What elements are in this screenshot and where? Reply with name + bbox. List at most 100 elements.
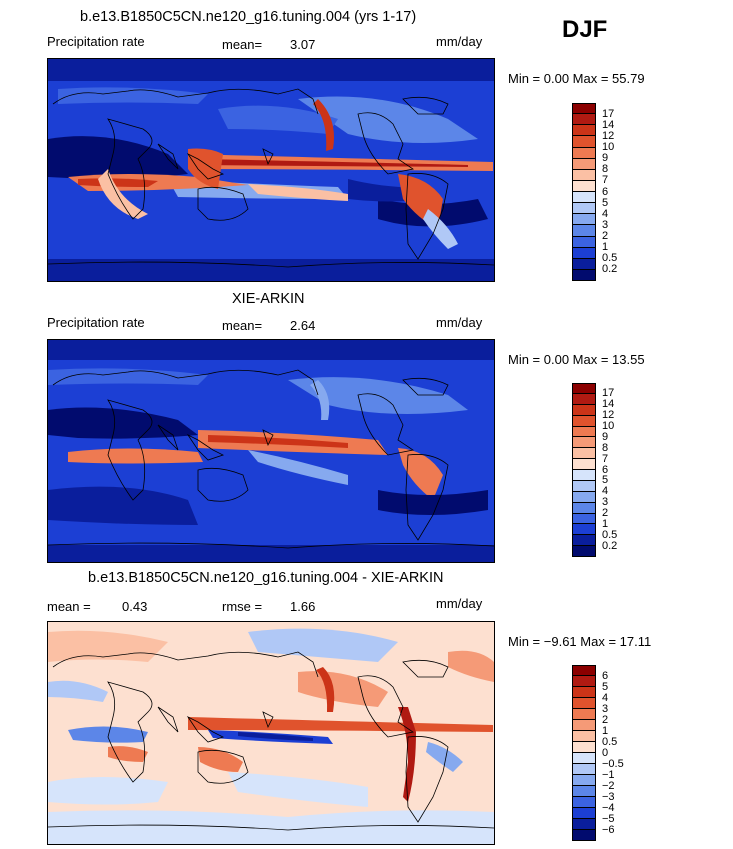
panel-2-mean-label: mean= [222,318,263,333]
colorbar-level-label: −2 [602,779,615,792]
colorbar-swatch [572,808,596,819]
colorbar-swatch [572,742,596,753]
colorbar-level-label: 3 [602,702,609,715]
colorbar-swatch [572,147,596,159]
colorbar-level-label: 7 [602,452,609,465]
colorbar-swatch [572,698,596,709]
colorbar-swatch [572,203,596,215]
colorbar-level-label: 0.5 [602,252,618,265]
colorbar-swatch [572,103,596,115]
colorbar-level-label: 0.5 [602,735,618,748]
colorbar-swatch [572,448,596,460]
panel-1-mean-value: 3.07 [290,37,316,52]
colorbar-swatch [572,753,596,764]
colorbar-level-label: 0 [602,746,609,759]
colorbar-swatch [572,158,596,170]
colorbar-level-label: 3 [602,218,609,231]
colorbar-swatch [572,502,596,514]
colorbar-swatch [572,125,596,137]
panel-1-minmax: Min = 0.00 Max = 55.79 [508,71,645,86]
panel-3-rmse-label: rmse = [222,599,263,614]
colorbar-swatch [572,535,596,547]
colorbar-swatch [572,192,596,204]
colorbar-swatch [572,393,596,405]
colorbar-level-label: 6 [602,669,609,682]
colorbar-level-label: 4 [602,485,609,498]
colorbar-swatch [572,169,596,181]
colorbar-level-label: 8 [602,163,609,176]
panel-1-map-svg [48,59,494,281]
colorbar-level-label: −3 [602,790,615,803]
colorbar-level-label: −6 [602,823,615,836]
colorbar-swatch [572,225,596,237]
panel-2-map-svg [48,340,494,562]
colorbar-level-label: 1 [602,517,609,530]
panel-3-minmax: Min = −9.61 Max = 17.11 [508,634,652,649]
panel-3-map-svg [48,622,494,844]
colorbar-level-label: −4 [602,801,615,814]
colorbar-swatch [572,258,596,270]
panel-1-variable-label: Precipitation rate [47,34,145,49]
colorbar-level-label: 1 [602,724,609,737]
colorbar-level-label: 0.2 [602,539,618,552]
colorbar-swatch [572,214,596,226]
colorbar-level-label: 12 [602,129,615,142]
colorbar-level-label: 5 [602,680,609,693]
panel-3-title: b.e13.B1850C5CN.ne120_g16.tuning.004 - X… [88,570,444,586]
colorbar-swatch [572,513,596,525]
colorbar-swatch [572,383,596,394]
colorbar-swatch [572,709,596,720]
colorbar-level-label: 2 [602,713,609,726]
panel-3-mean-value: 0.43 [122,599,148,614]
panel-1-map [47,58,495,282]
colorbar-swatch [572,524,596,536]
colorbar-level-label: 6 [602,463,609,476]
panel-2-mean-value: 2.64 [290,318,316,333]
colorbar-swatch [572,404,596,416]
colorbar-level-label: 4 [602,691,609,704]
panel-1-mean-label: mean= [222,37,263,52]
panel-3-rmse-value: 1.66 [290,599,316,614]
colorbar-swatch [572,180,596,192]
colorbar-level-label: 2 [602,507,609,519]
colorbar-swatch [572,764,596,775]
colorbar-swatch [572,775,596,786]
colorbar-swatch [572,546,596,557]
colorbar-level-label: −0.5 [602,757,624,770]
colorbar-swatch [572,665,596,676]
colorbar-swatch [572,269,596,281]
colorbar-swatch [572,720,596,731]
colorbar-swatch [572,819,596,830]
colorbar-swatch [572,459,596,470]
panel-3-units: mm/day [436,596,483,611]
colorbar-level-label: 2 [602,230,609,242]
colorbar-swatch [572,426,596,438]
colorbar-swatch [572,136,596,148]
colorbar-level-label: 5 [602,196,609,209]
colorbar-swatch [572,480,596,492]
panel-1-title: b.e13.B1850C5CN.ne120_g16.tuning.004 (yr… [80,9,417,25]
colorbar-level-label: 9 [602,430,609,443]
season-label: DJF [562,16,608,43]
colorbar-swatch [572,247,596,259]
panel-2-units: mm/day [436,315,483,330]
colorbar-swatch [572,470,596,481]
colorbar-level-label: 1 [602,241,609,254]
panel-2-minmax: Min = 0.00 Max = 13.55 [508,352,645,367]
panel-2-colorbar: 17 14 12 10 9 8 7 6 5 4 3 2 1 0.5 0.2 [572,383,617,557]
colorbar-level-label: 14 [602,398,615,411]
colorbar-level-label: 7 [602,174,609,187]
colorbar-swatch [572,797,596,808]
colorbar-level-label: 14 [602,118,615,131]
colorbar-level-label: 9 [602,152,609,165]
colorbar-level-label: 6 [602,185,609,198]
colorbar-level-label: 0.2 [602,263,618,276]
colorbar-swatch [572,491,596,503]
colorbar-swatch [572,114,596,126]
colorbar-level-label: −5 [602,812,615,825]
panel-1-units: mm/day [436,34,483,49]
panel-3-mean-label: mean = [47,599,91,614]
colorbar-level-label: 17 [602,107,615,120]
colorbar-level-label: 4 [602,207,609,220]
colorbar-level-label: 0.5 [602,528,618,541]
